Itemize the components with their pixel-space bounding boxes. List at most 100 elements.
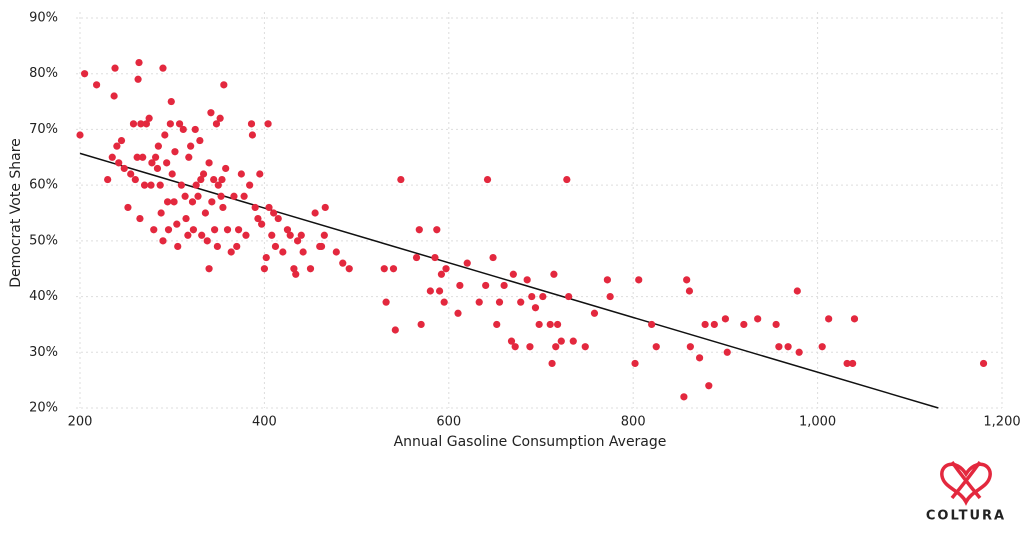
- point: [240, 192, 248, 200]
- y-tick-label: 90%: [29, 11, 58, 26]
- x-tick-label: 1,000: [799, 415, 836, 430]
- point: [139, 153, 147, 161]
- x-axis-label: Annual Gasoline Consumption Average: [394, 434, 667, 450]
- point: [242, 231, 250, 239]
- point: [784, 343, 792, 351]
- point: [131, 175, 139, 184]
- point: [825, 315, 833, 323]
- point: [511, 343, 519, 351]
- point: [417, 320, 425, 329]
- point: [603, 276, 611, 284]
- point: [152, 153, 160, 161]
- point: [380, 265, 388, 273]
- point: [166, 120, 174, 128]
- point: [440, 298, 448, 306]
- point: [189, 226, 198, 234]
- point: [168, 170, 176, 178]
- point: [163, 198, 172, 206]
- point: [124, 203, 132, 212]
- y-tick-label: 30%: [29, 345, 58, 360]
- point: [754, 315, 762, 323]
- point: [214, 181, 222, 189]
- point: [437, 270, 446, 278]
- point: [230, 192, 238, 200]
- x-tick-label: 200: [68, 415, 93, 430]
- y-tick-label: 80%: [29, 66, 58, 81]
- point: [590, 309, 599, 317]
- y-tick-label: 50%: [29, 233, 58, 248]
- point: [631, 359, 639, 368]
- point: [290, 265, 298, 273]
- point: [463, 259, 471, 267]
- point: [194, 192, 202, 200]
- point: [793, 287, 801, 295]
- point: [391, 326, 399, 334]
- point: [292, 270, 300, 278]
- point: [264, 120, 272, 128]
- point: [254, 214, 262, 223]
- point: [550, 270, 558, 278]
- point: [389, 265, 398, 273]
- point: [120, 164, 128, 173]
- y-tick-label: 20%: [29, 401, 58, 416]
- point: [297, 231, 305, 239]
- point: [431, 253, 439, 262]
- point: [652, 343, 660, 351]
- point: [345, 265, 353, 273]
- point: [222, 164, 230, 173]
- point: [539, 292, 547, 301]
- point: [246, 181, 254, 189]
- point: [311, 209, 319, 217]
- point: [187, 142, 195, 150]
- point: [247, 120, 256, 128]
- point: [332, 248, 340, 256]
- point: [528, 292, 536, 301]
- point: [108, 153, 116, 161]
- point: [705, 382, 713, 390]
- point: [517, 298, 525, 306]
- point: [217, 192, 225, 200]
- point: [635, 276, 643, 284]
- point: [220, 81, 228, 89]
- point: [157, 209, 165, 217]
- point: [456, 281, 464, 290]
- point: [174, 242, 182, 251]
- point: [683, 276, 691, 284]
- point: [680, 393, 688, 401]
- point: [148, 159, 156, 167]
- point: [489, 253, 497, 262]
- point: [237, 170, 245, 178]
- point: [274, 214, 282, 223]
- point: [397, 175, 405, 184]
- point: [686, 343, 694, 351]
- point: [283, 226, 292, 234]
- point: [159, 64, 167, 72]
- point: [210, 175, 218, 184]
- point: [795, 348, 803, 356]
- x-tick-label: 400: [252, 415, 277, 430]
- point: [113, 142, 121, 150]
- point: [339, 259, 347, 267]
- point: [531, 304, 540, 312]
- point: [685, 287, 694, 295]
- y-tick-label: 40%: [29, 289, 58, 304]
- point: [317, 242, 326, 251]
- point: [171, 148, 179, 156]
- point: [234, 226, 243, 234]
- point: [184, 231, 192, 239]
- point: [185, 153, 193, 161]
- point: [111, 64, 119, 72]
- point: [258, 220, 266, 228]
- brand: COLTURA: [926, 509, 1006, 524]
- point: [475, 298, 483, 306]
- point: [159, 237, 167, 245]
- point: [482, 281, 490, 290]
- logo-heart: [940, 462, 992, 506]
- point: [92, 81, 101, 89]
- point: [433, 226, 441, 234]
- point: [553, 320, 562, 329]
- point: [279, 248, 287, 256]
- point: [412, 253, 421, 262]
- point: [426, 287, 434, 295]
